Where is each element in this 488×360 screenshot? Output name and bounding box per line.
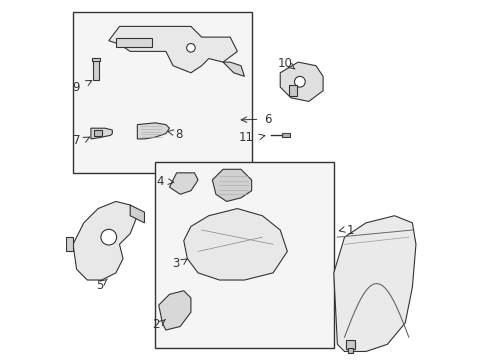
Polygon shape bbox=[169, 173, 198, 194]
Bar bbox=[288, 85, 296, 96]
Bar bbox=[73, 12, 251, 173]
Text: 6: 6 bbox=[264, 113, 271, 126]
Polygon shape bbox=[66, 237, 73, 251]
Bar bbox=[93, 60, 99, 80]
Circle shape bbox=[101, 229, 116, 245]
Text: 7: 7 bbox=[73, 134, 80, 147]
Text: 10: 10 bbox=[277, 57, 292, 71]
Polygon shape bbox=[159, 291, 190, 330]
Text: 9: 9 bbox=[73, 81, 80, 94]
Polygon shape bbox=[137, 123, 169, 139]
Polygon shape bbox=[130, 205, 144, 223]
Polygon shape bbox=[223, 62, 244, 76]
Text: 4: 4 bbox=[156, 175, 163, 188]
Bar bbox=[347, 348, 353, 353]
Bar bbox=[282, 133, 289, 138]
Polygon shape bbox=[94, 130, 102, 136]
Text: 5: 5 bbox=[96, 279, 103, 292]
Polygon shape bbox=[333, 216, 415, 351]
Polygon shape bbox=[91, 128, 112, 139]
Text: 11: 11 bbox=[239, 131, 254, 144]
Polygon shape bbox=[183, 208, 287, 280]
Bar bbox=[91, 58, 100, 61]
Text: 3: 3 bbox=[171, 257, 179, 270]
Polygon shape bbox=[108, 26, 237, 73]
Polygon shape bbox=[212, 169, 251, 202]
Text: 1: 1 bbox=[346, 224, 353, 237]
Circle shape bbox=[294, 76, 305, 87]
Text: 2: 2 bbox=[152, 318, 160, 331]
Bar bbox=[155, 162, 333, 348]
Polygon shape bbox=[73, 202, 137, 280]
Bar bbox=[116, 38, 151, 47]
Circle shape bbox=[186, 44, 195, 52]
Bar bbox=[346, 340, 354, 348]
Polygon shape bbox=[280, 62, 323, 102]
Text: 8: 8 bbox=[175, 128, 182, 141]
